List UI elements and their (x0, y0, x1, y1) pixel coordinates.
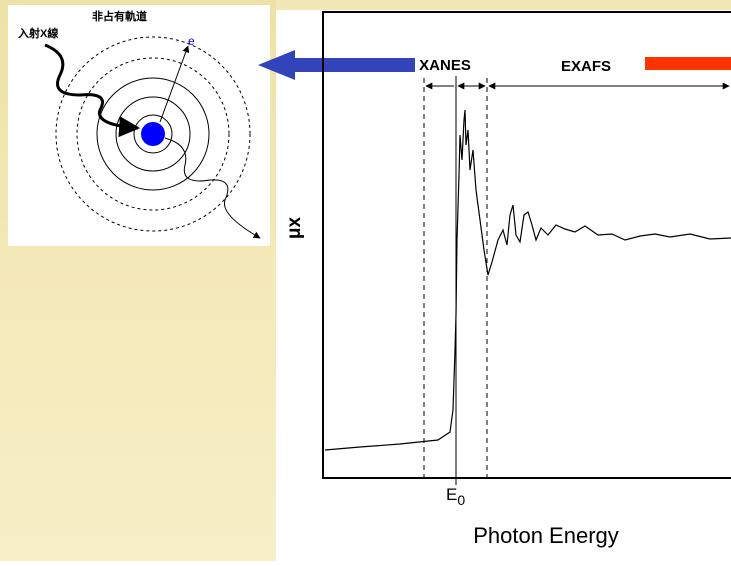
y-axis-label: μx (284, 216, 305, 239)
inset: 入射X線 非占有軌道 e (8, 5, 270, 246)
exafs-label: EXAFS (561, 58, 611, 75)
electron-label: e (188, 34, 195, 48)
edge-letter: E (446, 485, 457, 504)
page: 入射X線 非占有軌道 e XANES EXAFS μx E0 Photon En… (0, 0, 731, 561)
nucleus (141, 122, 165, 146)
slide: 入射X線 非占有軌道 e XANES EXAFS μx E0 Photon En… (0, 0, 731, 561)
exafs-bar (645, 57, 731, 70)
edge-subscript: 0 (457, 492, 465, 508)
orbital-label: 非占有軌道 (92, 9, 147, 23)
incident-label: 入射X線 (18, 26, 58, 40)
xanes-label: XANES (419, 57, 471, 74)
x-axis-label: Photon Energy (473, 523, 619, 548)
top-band (276, 0, 731, 10)
inset-box (8, 5, 270, 246)
